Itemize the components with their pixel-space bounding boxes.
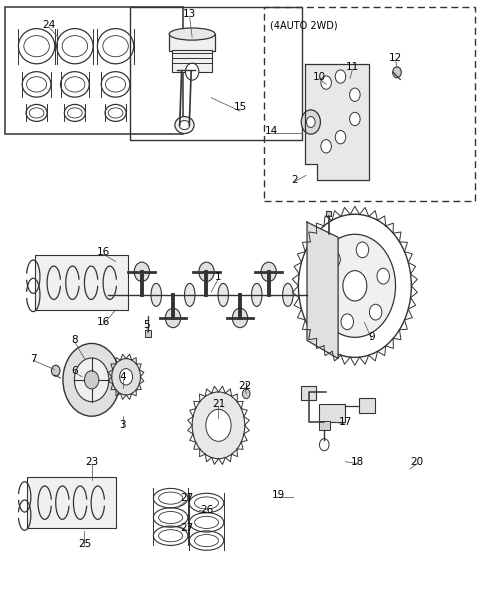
Text: 25: 25: [78, 539, 91, 548]
Circle shape: [301, 110, 321, 134]
Text: 8: 8: [72, 336, 78, 345]
Text: 5: 5: [144, 320, 150, 330]
Text: 1: 1: [215, 272, 222, 282]
Text: 3: 3: [120, 420, 126, 430]
Bar: [326, 211, 331, 216]
Circle shape: [335, 70, 346, 83]
Polygon shape: [307, 222, 338, 359]
Ellipse shape: [218, 283, 228, 306]
Bar: [35, 255, 129, 310]
Circle shape: [51, 365, 60, 376]
Circle shape: [328, 252, 340, 268]
Circle shape: [192, 392, 245, 458]
Ellipse shape: [118, 283, 128, 306]
Text: 14: 14: [264, 126, 278, 136]
Circle shape: [356, 242, 369, 258]
Text: 26: 26: [200, 505, 213, 515]
Bar: [27, 477, 116, 528]
Circle shape: [321, 140, 331, 153]
Circle shape: [165, 308, 180, 328]
Text: 21: 21: [212, 399, 225, 409]
Text: 27: 27: [181, 493, 194, 503]
Bar: [319, 404, 345, 423]
Circle shape: [84, 371, 99, 389]
Circle shape: [199, 262, 214, 282]
Text: 15: 15: [233, 102, 247, 112]
Text: 4: 4: [120, 372, 126, 382]
Ellipse shape: [179, 120, 190, 130]
Bar: [145, 330, 152, 337]
Circle shape: [134, 262, 150, 282]
Bar: [264, 7, 475, 201]
Ellipse shape: [151, 283, 161, 306]
Text: 24: 24: [42, 20, 55, 30]
Circle shape: [206, 409, 231, 441]
Circle shape: [112, 359, 141, 395]
Text: 16: 16: [97, 317, 110, 327]
Circle shape: [370, 304, 382, 320]
Circle shape: [320, 438, 329, 451]
Bar: [5, 7, 182, 134]
Text: 11: 11: [346, 63, 359, 72]
Ellipse shape: [169, 28, 215, 40]
Bar: [130, 7, 302, 140]
Ellipse shape: [184, 283, 195, 306]
Circle shape: [349, 88, 360, 102]
Circle shape: [349, 112, 360, 126]
Circle shape: [261, 262, 276, 282]
Circle shape: [314, 234, 396, 337]
Circle shape: [242, 389, 250, 399]
Circle shape: [341, 314, 353, 330]
Text: (4AUTO 2WD): (4AUTO 2WD): [270, 20, 337, 30]
Text: 20: 20: [410, 457, 424, 467]
Circle shape: [377, 268, 389, 284]
Text: 9: 9: [368, 333, 375, 342]
Text: 23: 23: [85, 457, 98, 467]
Bar: [359, 398, 375, 413]
Circle shape: [232, 308, 248, 328]
Text: 13: 13: [183, 9, 196, 19]
Text: 18: 18: [350, 457, 364, 467]
Circle shape: [120, 368, 132, 385]
Circle shape: [63, 344, 120, 416]
Ellipse shape: [283, 283, 293, 306]
Text: 19: 19: [272, 490, 285, 500]
Circle shape: [335, 131, 346, 144]
Bar: [172, 50, 212, 72]
Text: 6: 6: [72, 366, 78, 376]
Circle shape: [307, 117, 315, 128]
Text: 22: 22: [238, 381, 252, 391]
Polygon shape: [305, 64, 369, 179]
Circle shape: [321, 76, 331, 89]
Ellipse shape: [175, 117, 194, 134]
Text: 2: 2: [292, 174, 299, 185]
Text: 17: 17: [339, 417, 352, 427]
Circle shape: [185, 63, 199, 80]
Circle shape: [343, 271, 367, 301]
Circle shape: [320, 288, 333, 303]
Text: 16: 16: [97, 247, 110, 257]
Circle shape: [74, 358, 109, 402]
Bar: [169, 34, 215, 51]
Circle shape: [393, 67, 401, 78]
Ellipse shape: [252, 283, 262, 306]
Text: 27: 27: [181, 523, 194, 533]
Text: 12: 12: [389, 54, 402, 63]
Text: 10: 10: [312, 72, 325, 81]
Bar: [319, 421, 329, 430]
Text: 7: 7: [30, 354, 36, 364]
Bar: [301, 387, 316, 400]
